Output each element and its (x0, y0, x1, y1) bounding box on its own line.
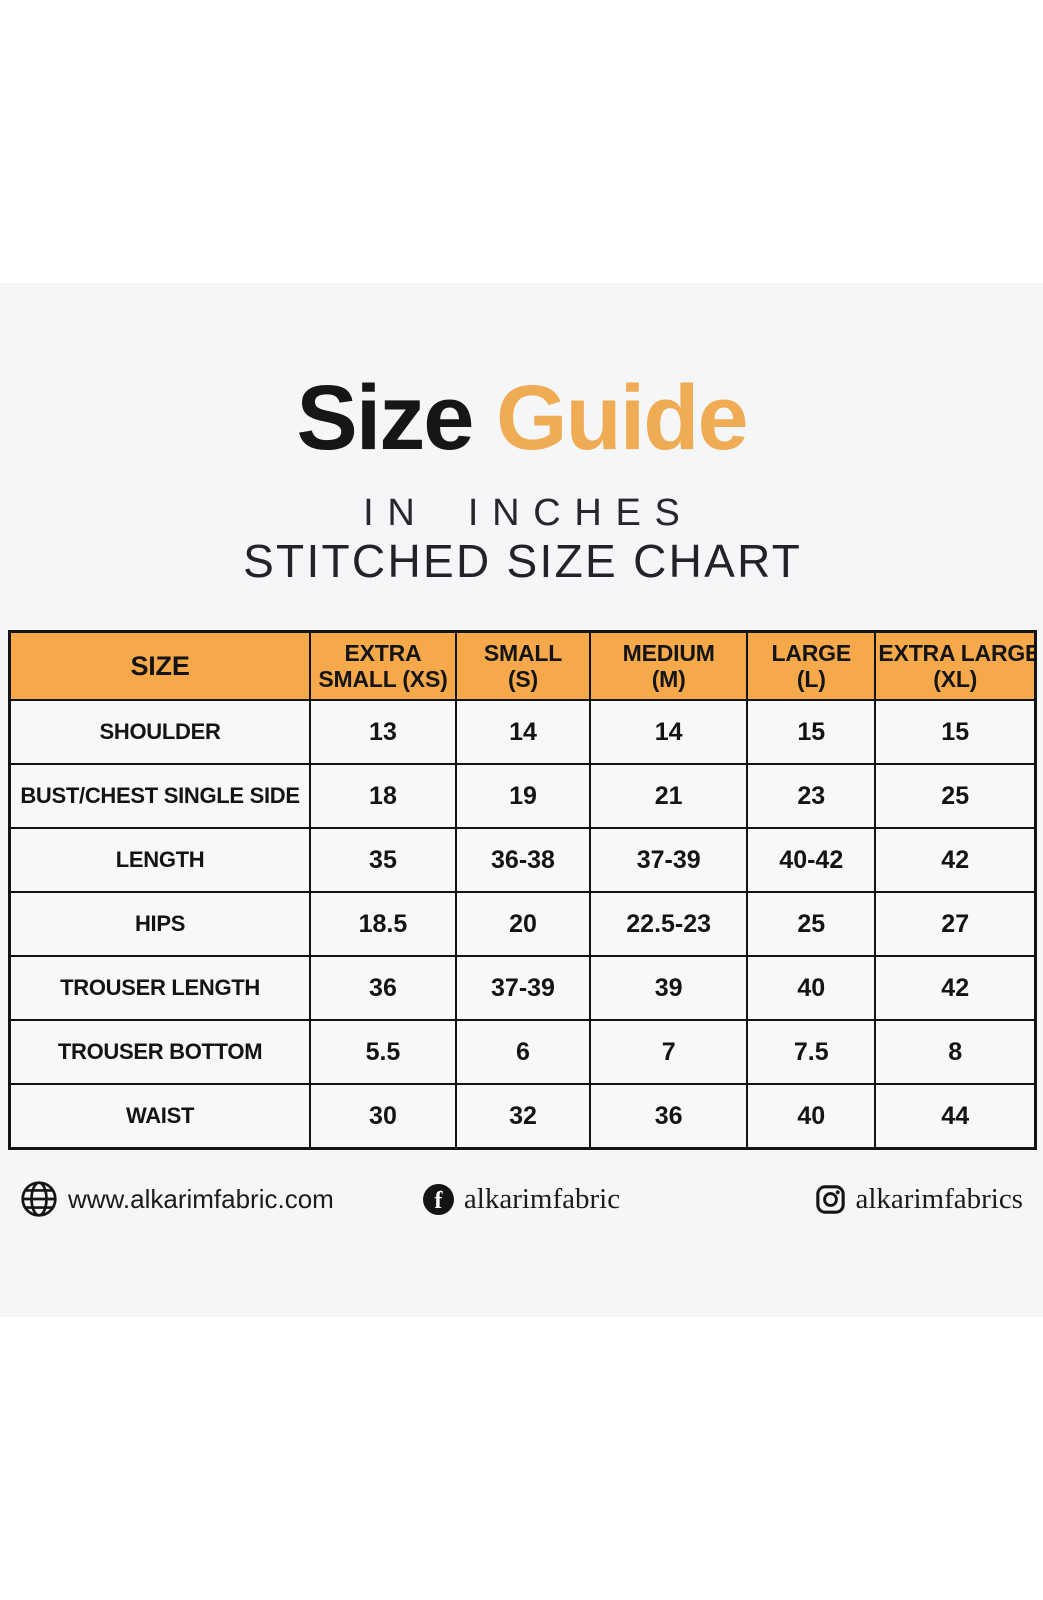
size-chart-table: SIZE EXTRA SMALL (XS) SMALL (S) MEDIUM (M) LARG… (8, 630, 1037, 1150)
row-label: TROUSER BOTTOM (8, 1019, 312, 1085)
table-row: BUST/CHEST SINGLE SIDE 18 19 21 23 25 (8, 763, 1037, 829)
table-row: SHOULDER 13 14 14 15 15 (8, 699, 1037, 765)
column-header-line1: EXTRA (344, 639, 422, 666)
cell-value: 42 (874, 955, 1037, 1021)
cell-value: 40 (746, 955, 877, 1021)
website-link[interactable]: www.alkarimfabric.com (20, 1180, 334, 1218)
facebook-link[interactable]: f alkarimfabric (422, 1182, 621, 1216)
website-text: www.alkarimfabric.com (68, 1183, 334, 1214)
cell-value: 5.5 (309, 1019, 457, 1085)
subtitle-stitched-size-chart: STITCHED SIZE CHART (243, 535, 803, 587)
cell-value: 19 (454, 763, 592, 829)
row-label: SHOULDER (8, 699, 312, 765)
column-header-line1: SIZE (130, 650, 190, 681)
cell-value: 18 (309, 763, 457, 829)
cell-value: 37-39 (454, 955, 592, 1021)
cell-value: 36 (589, 1083, 749, 1150)
cell-value: 44 (874, 1083, 1037, 1150)
cell-value: 8 (874, 1019, 1037, 1085)
column-header-line2: SMALL (XS) (318, 666, 448, 692)
table-header-row: SIZE EXTRA SMALL (XS) SMALL (S) MEDIUM (M) LARG… (8, 630, 1037, 701)
footer-slot-facebook: f alkarimfabric (354, 1183, 688, 1216)
column-header-line2: (L) (796, 666, 826, 692)
cell-value: 22.5-23 (589, 891, 749, 957)
instagram-link[interactable]: alkarimfabrics (815, 1183, 1023, 1216)
cell-value: 6 (454, 1019, 592, 1085)
table-row: LENGTH 35 36-38 37-39 40-42 42 (8, 827, 1037, 893)
cell-value: 14 (589, 699, 749, 765)
cell-value: 25 (746, 891, 877, 957)
title-word-guide: Guide (495, 367, 749, 469)
cell-value: 21 (589, 763, 749, 829)
row-label: WAIST (8, 1083, 312, 1150)
row-label: HIPS (8, 891, 312, 957)
column-header-line1: LARGE (771, 639, 852, 666)
column-header-line1: EXTRA LARGE (878, 639, 1036, 666)
column-header-large: LARGE (L) (746, 630, 877, 701)
cell-value: 23 (746, 763, 877, 829)
column-header-line2: (S) (507, 666, 539, 692)
cell-value: 39 (589, 955, 749, 1021)
column-header-line2: (XL) (933, 666, 978, 692)
cell-value: 20 (454, 891, 592, 957)
cell-value: 15 (746, 699, 877, 765)
column-header-extra-small: EXTRA SMALL (XS) (309, 630, 457, 701)
column-header-line1: MEDIUM (622, 639, 715, 666)
row-label: BUST/CHEST SINGLE SIDE (8, 763, 312, 829)
table-row: HIPS 18.5 20 22.5-23 25 27 (8, 891, 1037, 957)
cell-value: 36-38 (454, 827, 592, 893)
page-title: Size Guide (0, 372, 1043, 464)
cell-value: 40-42 (746, 827, 877, 893)
facebook-handle: alkarimfabric (463, 1182, 621, 1215)
cell-value: 13 (309, 699, 457, 765)
title-word-size: Size (296, 367, 474, 469)
cell-value: 15 (874, 699, 1037, 765)
facebook-icon: f (422, 1183, 454, 1215)
cell-value: 18.5 (309, 891, 457, 957)
column-header-extra-large: EXTRA LARGE (XL) (874, 630, 1037, 701)
column-header-small: SMALL (S) (454, 630, 592, 701)
table-row: WAIST 30 32 36 40 44 (8, 1083, 1037, 1150)
footer-slot-website: www.alkarimfabric.com (20, 1180, 354, 1218)
cell-value: 40 (746, 1083, 877, 1150)
facebook-f-glyph: f (434, 1188, 443, 1214)
row-label: TROUSER LENGTH (8, 955, 312, 1021)
cell-value: 32 (454, 1083, 592, 1150)
cell-value: 42 (874, 827, 1037, 893)
cell-value: 7 (589, 1019, 749, 1085)
subtitle-in-inches: IN INCHES (363, 492, 694, 534)
column-header-medium: MEDIUM (M) (589, 630, 749, 701)
footer-slot-instagram: alkarimfabrics (689, 1183, 1023, 1216)
table-row: TROUSER BOTTOM 5.5 6 7 7.5 8 (8, 1019, 1037, 1085)
cell-value: 35 (309, 827, 457, 893)
column-header-line1: SMALL (483, 639, 563, 666)
cell-value: 27 (874, 891, 1037, 957)
instagram-icon (815, 1184, 845, 1214)
row-label: LENGTH (8, 827, 312, 893)
cell-value: 7.5 (746, 1019, 877, 1085)
cell-value: 25 (874, 763, 1037, 829)
instagram-handle: alkarimfabrics (855, 1182, 1023, 1215)
footer: www.alkarimfabric.com f alkarimfabric al… (0, 1180, 1043, 1218)
globe-icon (21, 1181, 57, 1217)
cell-value: 30 (309, 1083, 457, 1150)
cell-value: 37-39 (589, 827, 749, 893)
table-row: TROUSER LENGTH 36 37-39 39 40 42 (8, 955, 1037, 1021)
column-header-line2: (M) (651, 666, 686, 692)
cell-value: 36 (309, 955, 457, 1021)
cell-value: 14 (454, 699, 592, 765)
column-header-size: SIZE (8, 630, 312, 701)
